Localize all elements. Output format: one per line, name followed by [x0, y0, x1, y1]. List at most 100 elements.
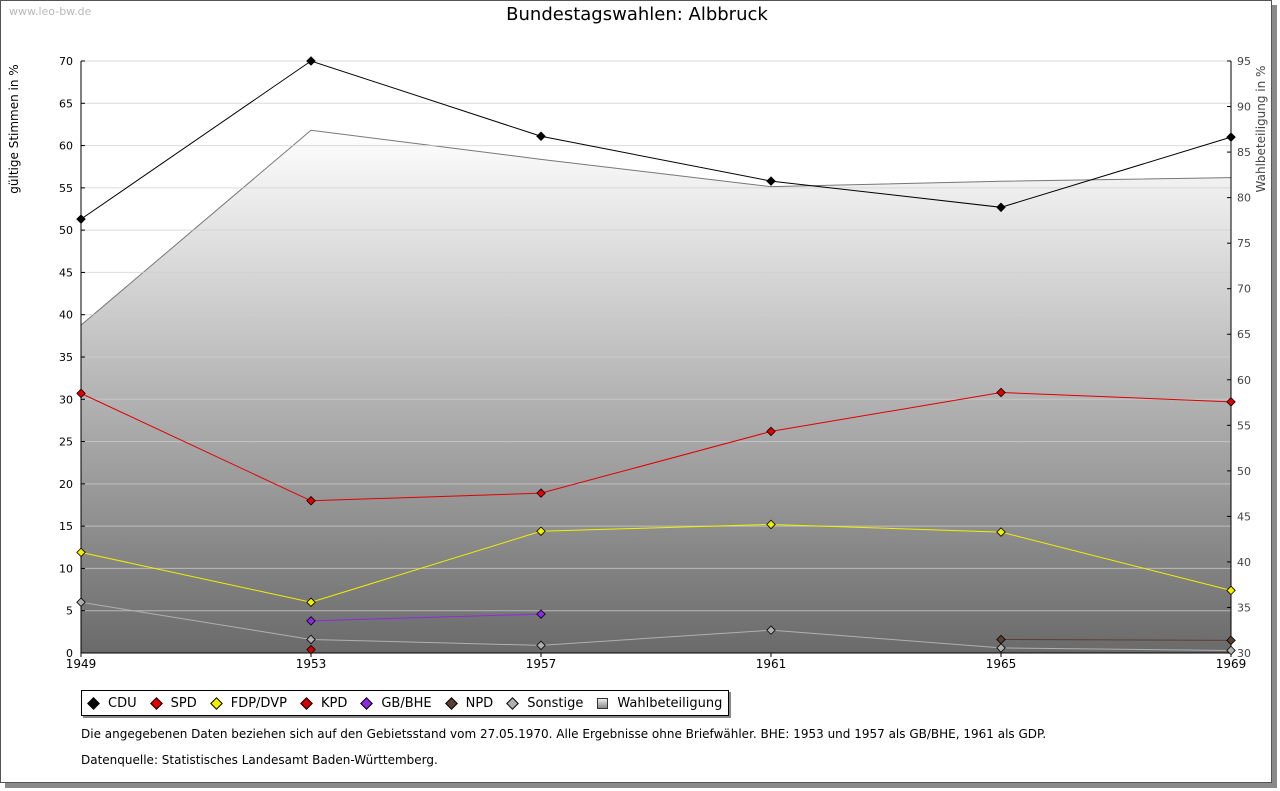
legend-diamond-icon	[506, 697, 520, 710]
y-right-tick-label: 40	[1237, 556, 1251, 569]
y-right-tick-label: 30	[1237, 647, 1251, 660]
series-gb-bhe	[306, 609, 546, 626]
y-left-tick-label: 35	[59, 351, 73, 364]
legend-item-gb-bhe: GB/BHE	[360, 695, 432, 711]
series-line-spd	[80, 392, 1232, 502]
series-sonstige	[76, 597, 1236, 656]
y-left-tick-label: 20	[59, 478, 73, 491]
series-line-sonstige	[80, 601, 1232, 651]
y-left-tick-label: 10	[59, 562, 73, 575]
y-left-tick-label: 30	[59, 393, 73, 406]
data-point-sonstige	[536, 640, 546, 651]
legend-label: FDP/DVP	[230, 695, 287, 711]
line-chart: 0 5 10 15 20 25 30 35 40 45 50 55 60 65 70 30 35 40 45 50 55…	[59, 55, 1251, 671]
chart-title: Bundestagswahlen: Albbruck	[506, 4, 768, 25]
turnout-line	[80, 129, 1232, 326]
data-point-spd	[306, 496, 316, 506]
x-tick-label: 1965	[986, 657, 1017, 671]
data-point-sonstige	[76, 597, 86, 608]
x-tick-label: 1953	[296, 657, 327, 671]
data-point-fdp-dvp	[766, 519, 776, 530]
data-point-cdu	[996, 202, 1006, 213]
data-point-cdu	[306, 56, 316, 66]
data-point-npd	[1226, 635, 1236, 646]
series-spd	[76, 387, 1236, 506]
y-right-tick-label: 35	[1237, 601, 1251, 614]
data-point-fdp-dvp	[1226, 585, 1236, 596]
y-right-tick-label: 75	[1237, 237, 1251, 250]
y-right-tick-label: 70	[1237, 283, 1251, 296]
legend-item-cdu: CDU	[87, 695, 137, 711]
data-point-gb-bhe	[536, 609, 546, 619]
data-point-fdp-dvp	[76, 547, 86, 558]
data-point-cdu	[76, 214, 86, 224]
y-left-tick-label: 40	[59, 309, 73, 322]
data-point-sonstige	[766, 625, 776, 635]
series-line-fdp-dvp	[80, 523, 1232, 603]
y-left-tick-label: 50	[59, 224, 73, 237]
legend-label: GB/BHE	[381, 695, 432, 711]
series-cdu	[76, 56, 1236, 224]
y-right-tick-label: 50	[1237, 465, 1251, 478]
data-point-fdp-dvp	[536, 526, 546, 536]
legend-square-icon	[597, 698, 609, 709]
legend-label: Sonstige	[527, 695, 584, 711]
data-point-spd	[766, 426, 776, 437]
series-fdp-dvp	[76, 519, 1236, 608]
x-tick-label: 1957	[526, 657, 557, 671]
footnote-source: Datenquelle: Statistisches Landesamt Bad…	[81, 753, 438, 767]
x-tick-label: 1949	[66, 657, 97, 671]
data-point-fdp-dvp	[306, 597, 316, 608]
y-right-tick-label: 95	[1237, 55, 1251, 68]
y-right-tick-label: 90	[1237, 101, 1251, 114]
legend-label: KPD	[320, 695, 348, 711]
legend-item-wahlbeteiligung: Wahlbeteiligung	[597, 696, 722, 711]
y-right-tick-label: 55	[1237, 419, 1251, 432]
data-point-spd	[76, 388, 86, 399]
data-point-kpd	[306, 644, 316, 655]
legend-diamond-icon	[87, 697, 100, 710]
legend-diamond-icon	[360, 697, 374, 710]
data-point-sonstige	[1226, 645, 1236, 656]
data-point-spd	[1226, 397, 1236, 407]
x-tick-label: 1961	[756, 657, 787, 671]
series-line-npd	[1000, 638, 1232, 641]
y-right-tick-label: 80	[1237, 192, 1251, 205]
series-kpd	[306, 644, 316, 655]
legend-item-npd: NPD	[444, 696, 493, 711]
x-tick-label: 1969	[1216, 657, 1247, 671]
legend-item-sonstige: Sonstige	[506, 695, 584, 711]
data-point-gb-bhe	[306, 616, 316, 626]
legend-diamond-icon	[149, 697, 163, 710]
footnote-territory: Die angegebenen Daten beziehen sich auf …	[81, 727, 1047, 741]
y-right-tick-label: 85	[1237, 146, 1251, 159]
legend-diamond-icon	[209, 697, 223, 710]
legend-item-spd: SPD	[149, 695, 197, 711]
data-point-sonstige	[306, 634, 316, 645]
data-point-sonstige	[996, 643, 1006, 653]
turnout-area	[81, 130, 1231, 654]
legend-diamond-icon	[444, 697, 458, 710]
y-right-tick-label: 60	[1237, 374, 1251, 387]
y-left-tick-label: 60	[59, 140, 73, 153]
data-point-spd	[996, 387, 1006, 398]
y-left-tick-label: 70	[59, 55, 73, 68]
data-point-cdu	[536, 131, 546, 142]
legend-item-kpd: KPD	[300, 695, 348, 711]
legend-item-fdp-dvp: FDP/DVP	[209, 695, 287, 711]
legend-label: SPD	[170, 695, 197, 711]
data-point-fdp-dvp	[996, 527, 1006, 537]
y-left-tick-label: 65	[59, 97, 73, 110]
y-left-tick-label: 55	[59, 182, 73, 195]
data-point-spd	[536, 488, 546, 498]
y-left-tick-label: 45	[59, 266, 73, 279]
legend-diamond-icon	[300, 697, 313, 710]
legend-label: CDU	[108, 695, 137, 711]
series-line-gb-bhe	[310, 613, 542, 622]
y-left-tick-label: 5	[66, 605, 73, 618]
y-left-tick-label: 15	[59, 520, 73, 533]
y-left-tick-label: 25	[59, 436, 73, 449]
series-line-cdu	[80, 60, 1232, 220]
y-right-tick-label: 45	[1237, 510, 1251, 523]
